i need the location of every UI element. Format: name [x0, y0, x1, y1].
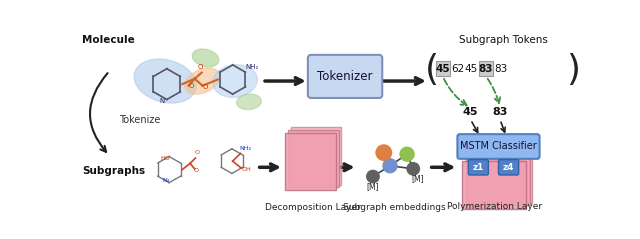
FancyBboxPatch shape [436, 61, 450, 76]
Text: O: O [203, 84, 208, 90]
FancyBboxPatch shape [479, 61, 493, 76]
Text: [M]: [M] [412, 174, 424, 183]
Text: z1: z1 [473, 163, 484, 172]
Text: N₃: N₃ [162, 178, 170, 183]
Ellipse shape [237, 94, 261, 109]
Text: 45: 45 [463, 107, 478, 117]
FancyBboxPatch shape [308, 55, 382, 98]
FancyBboxPatch shape [291, 127, 341, 185]
Text: Polymerization Layer: Polymerization Layer [447, 202, 542, 211]
Text: 83: 83 [479, 64, 493, 74]
Text: Subgraph Tokens: Subgraph Tokens [459, 35, 548, 45]
Circle shape [383, 159, 397, 173]
Text: 45: 45 [465, 64, 478, 74]
FancyBboxPatch shape [458, 134, 540, 159]
Text: MSTM Classifier: MSTM Classifier [460, 141, 537, 152]
Text: NH₂: NH₂ [239, 146, 251, 151]
Text: O: O [188, 83, 193, 89]
Text: 45: 45 [435, 64, 450, 74]
Circle shape [376, 145, 392, 160]
Text: 83: 83 [494, 64, 508, 74]
Ellipse shape [185, 68, 220, 94]
Text: NH₂: NH₂ [245, 65, 259, 71]
Circle shape [400, 147, 414, 161]
FancyBboxPatch shape [462, 161, 525, 209]
FancyBboxPatch shape [466, 157, 529, 205]
Text: O: O [194, 168, 199, 173]
Text: N: N [159, 98, 164, 103]
Circle shape [367, 170, 379, 183]
Text: 83: 83 [492, 107, 508, 117]
FancyBboxPatch shape [285, 133, 336, 190]
Text: Subgraphs: Subgraphs [83, 166, 145, 176]
FancyBboxPatch shape [468, 160, 488, 175]
Text: Tokenizer: Tokenizer [317, 70, 372, 83]
Text: OH: OH [241, 167, 251, 172]
Circle shape [407, 163, 419, 175]
Text: $)$: $)$ [566, 51, 579, 87]
Text: 62: 62 [451, 64, 464, 74]
Ellipse shape [192, 49, 219, 67]
Text: z4: z4 [503, 163, 515, 172]
Text: Subgraph embeddings: Subgraph embeddings [342, 203, 445, 212]
Ellipse shape [134, 59, 196, 103]
Text: HO: HO [161, 156, 170, 161]
Text: [M]: [M] [367, 182, 380, 191]
FancyBboxPatch shape [289, 130, 339, 187]
Text: O: O [195, 150, 200, 155]
Text: Molecule: Molecule [83, 35, 135, 45]
FancyBboxPatch shape [499, 160, 518, 175]
FancyBboxPatch shape [468, 155, 532, 203]
Text: Decomposition Layer: Decomposition Layer [265, 203, 361, 212]
Text: $($: $($ [424, 51, 437, 87]
Text: O: O [197, 64, 203, 70]
Text: Tokenize: Tokenize [119, 114, 160, 125]
Ellipse shape [212, 65, 257, 97]
